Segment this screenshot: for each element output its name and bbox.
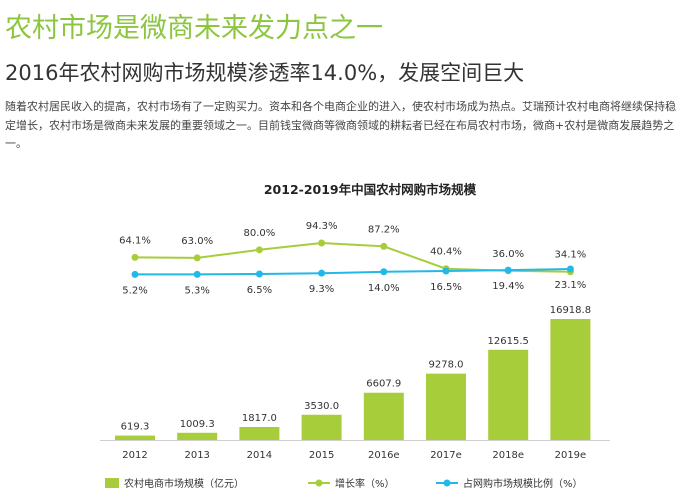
growth-rate-label: 36.0%: [492, 249, 524, 260]
line-series-group: 64.1% 63.0% 80.0% 94.3% 87.2% 40.4% 36.0% 34.1%…: [119, 221, 586, 296]
share-line: [135, 268, 571, 276]
page-headline: 农村市场是微商未来发力点之一: [5, 13, 383, 44]
bar-value-label: 16918.8: [550, 305, 591, 316]
bar-value-label: 9278.0: [429, 360, 464, 371]
share-point: [255, 270, 263, 278]
share-label: 19.4%: [492, 281, 524, 292]
growth-rate-point: [380, 242, 388, 250]
share-label: 5.2%: [122, 285, 147, 296]
share-label: 16.5%: [430, 282, 462, 293]
x-tick-label: 2018e: [492, 450, 524, 461]
growth-rate-label: 87.2%: [368, 224, 400, 235]
legend-share-label: 占网购市场规模比例（%）: [463, 477, 583, 490]
share-label: 5.3%: [184, 285, 209, 296]
legend-share-marker: [443, 479, 451, 487]
share-point: [380, 268, 388, 276]
x-tick-label: 2014: [247, 450, 272, 461]
growth-rate-label: 64.1%: [119, 235, 151, 246]
share-label: 6.5%: [247, 285, 272, 296]
growth-rate-label: 40.4%: [430, 247, 462, 258]
bar-value-label: 3530.0: [304, 401, 339, 412]
growth-rate-point: [131, 253, 139, 261]
growth-rate-point: [255, 246, 263, 254]
x-axis: 2012 2013 2014 2015 2016e 2017e 2018e 2019e: [100, 440, 610, 461]
chart-title: 2012-2019年中国农村网购市场规模: [264, 182, 477, 197]
share-point: [131, 270, 139, 278]
bar-series-group: 619.3 1009.3 1817.0 3530.0 6607.9 9278.0 12615…: [115, 305, 591, 440]
bar-2019e: [550, 319, 591, 440]
bar-value-label: 1817.0: [242, 413, 277, 424]
bar-value-label: 6607.9: [366, 379, 401, 390]
share-point: [318, 269, 326, 277]
intro-paragraph: 随着农村居民收入的提高，农村市场有了一定购买力。资本和各个电商企业的进入，使农村…: [5, 100, 676, 150]
x-tick-label: 2015: [309, 450, 334, 461]
x-tick-label: 2019e: [555, 450, 587, 461]
growth-rate-point: [193, 254, 201, 262]
share-label: 23.1%: [555, 280, 587, 291]
growth-rate-label: 63.0%: [181, 236, 213, 247]
x-tick-label: 2012: [122, 450, 147, 461]
growth-rate-label: 80.0%: [244, 228, 276, 239]
bar-2013: [177, 432, 218, 440]
legend: 农村电商市场规模（亿元） 增长率（%） 占网购市场规模比例（%）: [105, 477, 583, 490]
share-label: 9.3%: [309, 284, 334, 295]
x-tick-label: 2013: [184, 450, 209, 461]
page-subheadline: 2016年农村网购市场规模渗透率14.0%，发展空间巨大: [5, 61, 525, 85]
x-tick-label: 2016e: [368, 450, 400, 461]
growth-rate-point: [318, 239, 326, 247]
share-label: 14.0%: [368, 283, 400, 294]
bar-value-label: 619.3: [121, 422, 150, 433]
bar-2018e: [488, 349, 529, 440]
bar-2017e: [426, 373, 466, 440]
growth-rate-label: 94.3%: [306, 221, 338, 232]
bar-2012: [115, 435, 155, 440]
bar-2015: [301, 414, 342, 440]
bar-value-label: 12615.5: [488, 336, 529, 347]
share-point: [193, 270, 201, 278]
bar-2014: [239, 427, 280, 440]
x-tick-label: 2017e: [430, 450, 462, 461]
bar-value-label: 1009.3: [180, 419, 215, 430]
bar-2016e: [363, 392, 404, 440]
legend-growth-label: 增长率（%）: [335, 477, 395, 490]
legend-bar-label: 农村电商市场规模（亿元）: [124, 477, 244, 490]
share-point: [442, 267, 450, 275]
legend-growth-marker: [315, 479, 323, 487]
legend-bar-swatch: [105, 478, 119, 488]
share-point: [504, 266, 512, 274]
share-point: [566, 265, 574, 273]
growth-rate-label: 34.1%: [555, 250, 587, 261]
